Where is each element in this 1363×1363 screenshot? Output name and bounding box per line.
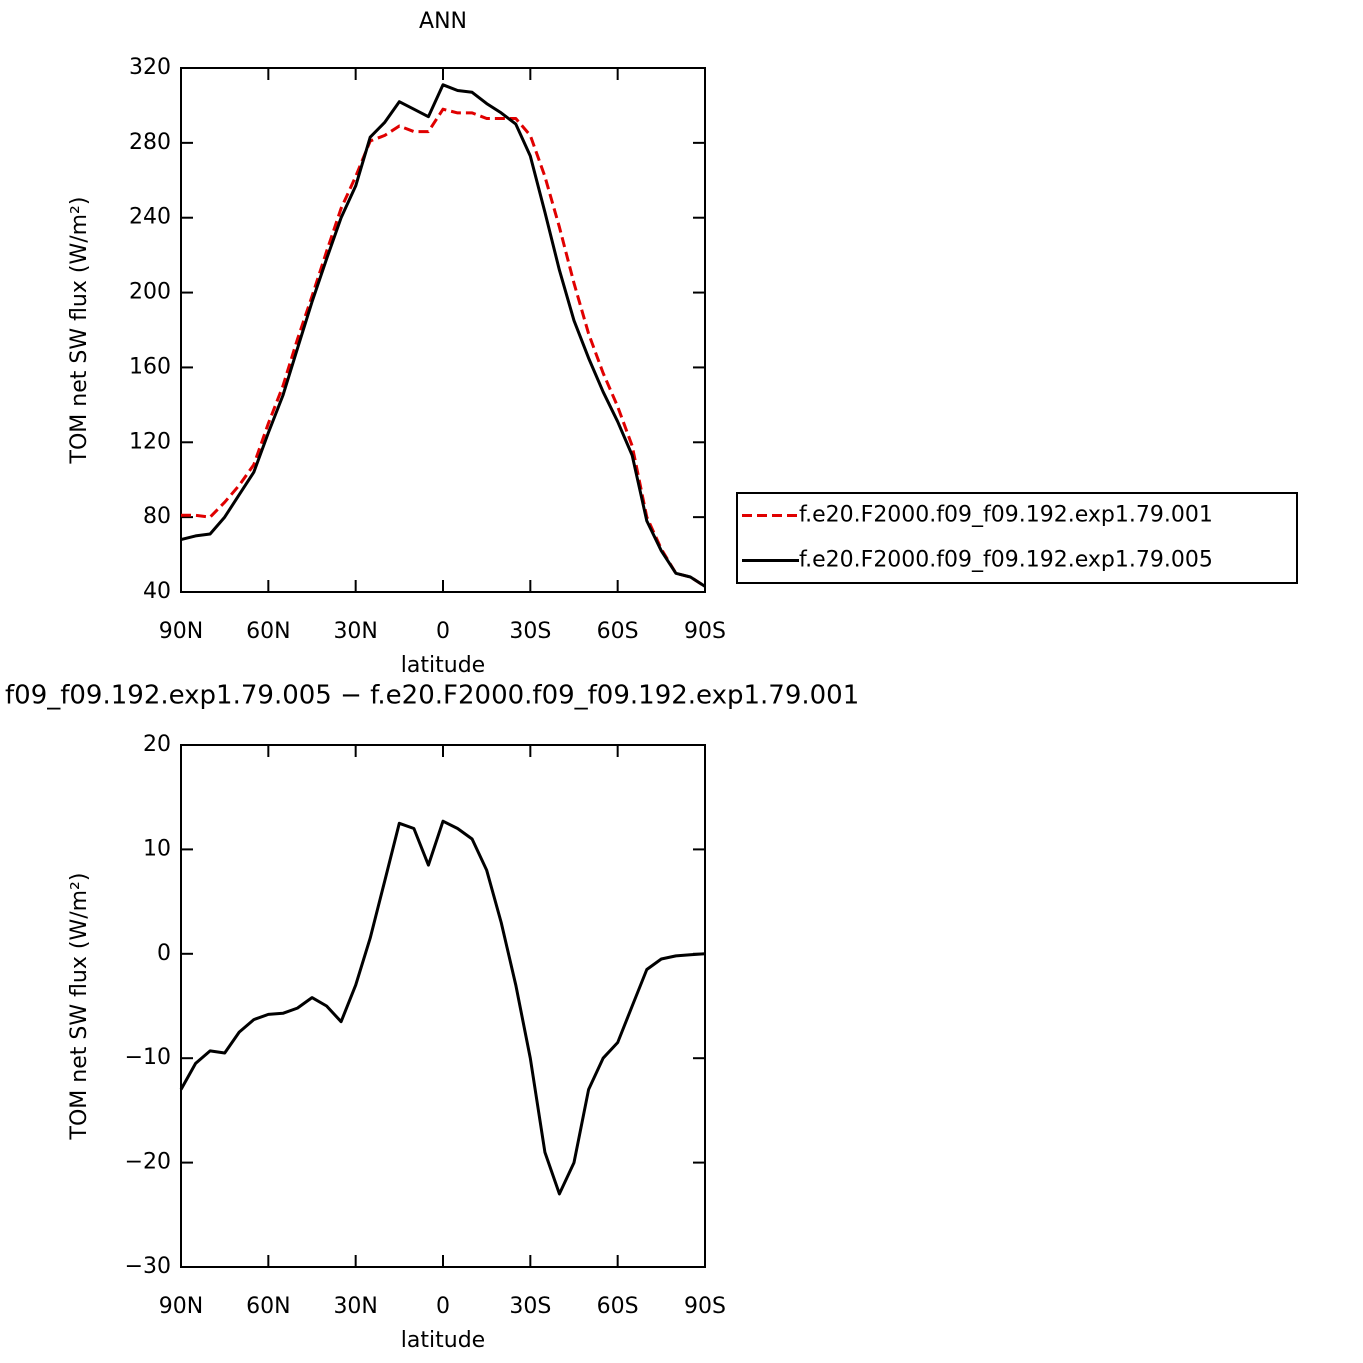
y-tick-label: −10 [125, 1045, 171, 1070]
y-tick-label: −20 [125, 1150, 171, 1175]
data-line [180, 83, 706, 588]
y-tick-label: −30 [125, 1254, 171, 1279]
y-tick-label: 20 [143, 732, 171, 757]
y-tick-label: 240 [129, 205, 171, 230]
y-tick-label: 320 [129, 55, 171, 80]
y-tick-label: 80 [143, 504, 171, 529]
x-axis-label: latitude [401, 1328, 485, 1353]
x-tick-label: 60S [597, 1294, 639, 1319]
x-tick-label: 0 [436, 1294, 450, 1319]
x-tick-label: 30N [333, 619, 377, 644]
chart-title: ANN [419, 9, 467, 34]
x-tick-label: 30S [509, 619, 551, 644]
plot-frame [180, 67, 706, 593]
legend-label: f.e20.F2000.f09_f09.192.exp1.79.005 [799, 548, 1213, 573]
y-tick-label: 200 [129, 280, 171, 305]
x-tick-label: 90S [684, 619, 726, 644]
y-axis-label: TOM net SW flux (W/m²) [67, 873, 92, 1141]
x-tick-label: 60N [246, 1294, 290, 1319]
y-tick-label: 10 [143, 836, 171, 861]
x-tick-label: 30N [333, 1294, 377, 1319]
legend-box [736, 492, 1298, 584]
data-line [179, 819, 706, 1196]
y-tick-label: 280 [129, 130, 171, 155]
y-tick-label: 40 [143, 579, 171, 604]
legend-label: f.e20.F2000.f09_f09.192.exp1.79.001 [799, 503, 1213, 528]
y-axis-label: TOM net SW flux (W/m²) [67, 197, 92, 465]
x-tick-label: 60S [597, 619, 639, 644]
x-tick-label: 30S [509, 1294, 551, 1319]
y-tick-label: 160 [129, 354, 171, 379]
x-axis-label: latitude [401, 653, 485, 678]
data-line [181, 107, 706, 588]
y-tick-label: 0 [157, 941, 171, 966]
x-tick-label: 90N [159, 1294, 203, 1319]
x-tick-label: 60N [246, 619, 290, 644]
x-tick-label: 0 [436, 619, 450, 644]
y-tick-label: 120 [129, 429, 171, 454]
x-tick-label: 90S [684, 1294, 726, 1319]
x-tick-label: 90N [159, 619, 203, 644]
chart-title: f09_f09.192.exp1.79.005 − f.e20.F2000.f0… [5, 681, 859, 711]
